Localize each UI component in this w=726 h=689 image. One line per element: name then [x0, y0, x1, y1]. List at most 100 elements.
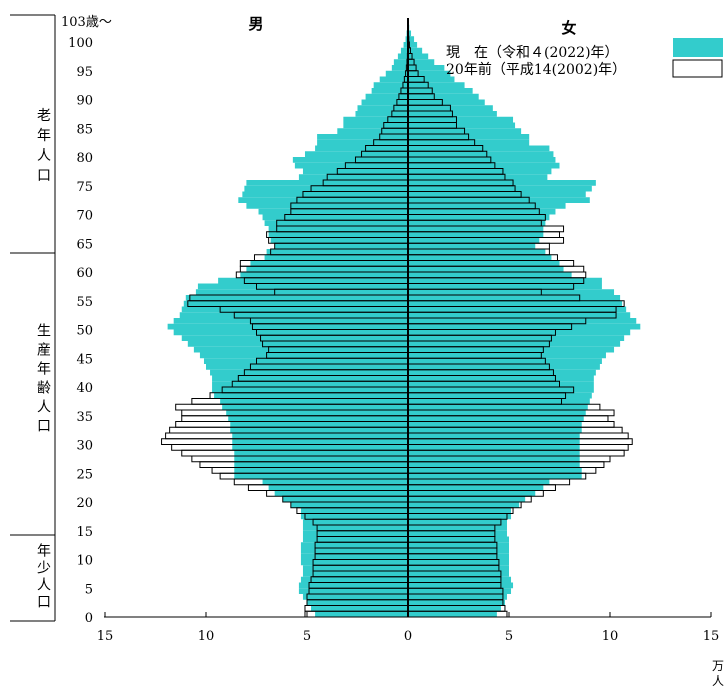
bar-current-female-age-52	[408, 312, 631, 318]
bar-current-female-age-77	[408, 168, 552, 175]
bar-current-female-age-37	[408, 398, 590, 405]
bar-current-male-age-17	[300, 513, 408, 520]
bar-current-male-age-58	[218, 277, 408, 284]
bar-current-female-age-91	[408, 88, 473, 94]
age-axis: 103歳～ 0 5 10 15 20 25 30 35 40 45 50 55 60 65 70 75 80 85…	[61, 15, 112, 626]
bar-current-female-age-95	[408, 65, 445, 71]
bar-current-male-age-83	[317, 134, 408, 140]
male-label: 男	[248, 15, 263, 33]
age-tick-label: 90	[76, 94, 93, 109]
bar-current-female-age-38	[408, 392, 592, 399]
bar-current-female-age-69	[408, 214, 550, 221]
bar-current-male-age-21	[274, 490, 408, 497]
bar-current-female-age-43	[408, 364, 600, 370]
bar-current-male-age-65	[270, 237, 408, 244]
bar-current-female-age-96	[408, 59, 435, 65]
bar-current-female-age-98	[408, 47, 423, 54]
bar-current-female-age-58	[408, 277, 602, 284]
bar-current-female-age-70	[408, 208, 556, 215]
bar-current-male-age-36	[222, 404, 408, 410]
bar-current-male-age-5	[298, 582, 408, 589]
age-tick-label: 80	[76, 151, 93, 166]
age-tick-label: 55	[76, 295, 93, 310]
bar-current-female-age-66	[408, 231, 544, 238]
bar-current-male-age-42	[210, 369, 408, 376]
bar-current-male-age-92	[373, 82, 408, 88]
bar-current-male-age-95	[391, 65, 408, 71]
bar-current-male-age-54	[183, 300, 408, 307]
bar-current-male-age-98	[400, 47, 408, 54]
bar-current-male-age-52	[179, 312, 408, 318]
bar-current-male-age-90	[365, 93, 408, 100]
bar-current-male-age-20	[282, 496, 408, 502]
bar-current-male-age-30	[232, 438, 408, 445]
bar-current-male-age-59	[240, 272, 408, 278]
bar-current-female-age-61	[408, 260, 560, 267]
bar-current-female-age-24	[408, 473, 582, 479]
bar-current-female-age-42	[408, 369, 596, 376]
x-tick-label: 15	[97, 629, 114, 644]
bar-current-female-age-71	[408, 203, 566, 209]
bar-current-male-age-60	[246, 266, 408, 272]
bar-current-female-age-19	[408, 502, 520, 508]
bar-current-male-age-100	[405, 36, 408, 42]
bar-current-male-age-24	[234, 473, 408, 479]
bar-current-male-age-73	[242, 191, 408, 198]
bar-current-female-age-59	[408, 272, 572, 278]
bar-current-female-age-10	[408, 553, 509, 560]
bar-current-female-age-79	[408, 157, 556, 163]
bar-current-male-age-7	[302, 571, 408, 577]
bar-current-male-age-88	[357, 105, 408, 111]
bar-current-female-age-46	[408, 346, 615, 353]
age-tick-label: 30	[76, 439, 93, 454]
bar-current-female-age-17	[408, 513, 512, 520]
bar-current-female-age-92	[408, 82, 465, 88]
age-tick-label: 45	[76, 352, 93, 367]
bar-current-female-age-80	[408, 151, 554, 157]
bar-current-female-age-5	[408, 582, 514, 589]
bar-current-female-age-13	[408, 536, 509, 543]
bar-current-male-age-97	[397, 53, 408, 60]
bar-current-male-age-23	[262, 479, 408, 485]
age-group-label-elderly: 老年人口	[37, 108, 51, 184]
bar-current-female-age-22	[408, 484, 544, 491]
legend-swatch-current	[673, 38, 723, 57]
bar-current-male-age-44	[203, 358, 408, 364]
bar-current-female-age-76	[408, 174, 548, 180]
bar-current-female-age-100	[408, 36, 415, 42]
bar-current-male-age-57	[197, 283, 408, 290]
bar-current-male-age-48	[181, 335, 408, 341]
bar-current-female-age-4	[408, 588, 512, 594]
bar-current-female-age-85	[408, 122, 516, 129]
bar-current-female-age-29	[408, 444, 580, 451]
bar-current-male-age-49	[173, 329, 408, 336]
bar-current-female-age-35	[408, 410, 586, 416]
bar-current-male-age-61	[250, 260, 408, 267]
bar-current-male-age-13	[302, 536, 408, 543]
bar-current-male-age-76	[298, 174, 408, 180]
age-tick-label: 60	[76, 266, 93, 281]
bar-current-female-age-67	[408, 226, 544, 232]
bar-current-male-age-51	[173, 318, 408, 324]
legend-swatch-past	[672, 59, 723, 78]
bar-current-female-age-72	[408, 197, 590, 203]
age-tick-label: 40	[76, 381, 93, 396]
bar-current-male-age-89	[361, 99, 408, 106]
bar-current-female-age-39	[408, 387, 594, 393]
bar-current-male-age-70	[258, 208, 408, 215]
series-current-bars	[167, 19, 641, 617]
bar-current-female-age-8	[408, 565, 509, 571]
bar-current-female-age-6	[408, 576, 512, 583]
bar-current-female-age-49	[408, 329, 631, 336]
bar-current-male-age-87	[355, 111, 408, 117]
bar-current-female-age-16	[408, 519, 507, 525]
bar-current-female-age-53	[408, 306, 627, 313]
age-tick-label: 85	[76, 122, 93, 137]
bar-current-female-age-20	[408, 496, 526, 502]
age-tick-label: 50	[76, 324, 93, 339]
bar-current-male-age-78	[294, 162, 408, 169]
bar-current-female-age-30	[408, 438, 580, 445]
bar-current-male-age-85	[343, 122, 408, 129]
age-tick-label: 15	[76, 525, 93, 540]
bar-current-male-age-63	[266, 249, 408, 255]
